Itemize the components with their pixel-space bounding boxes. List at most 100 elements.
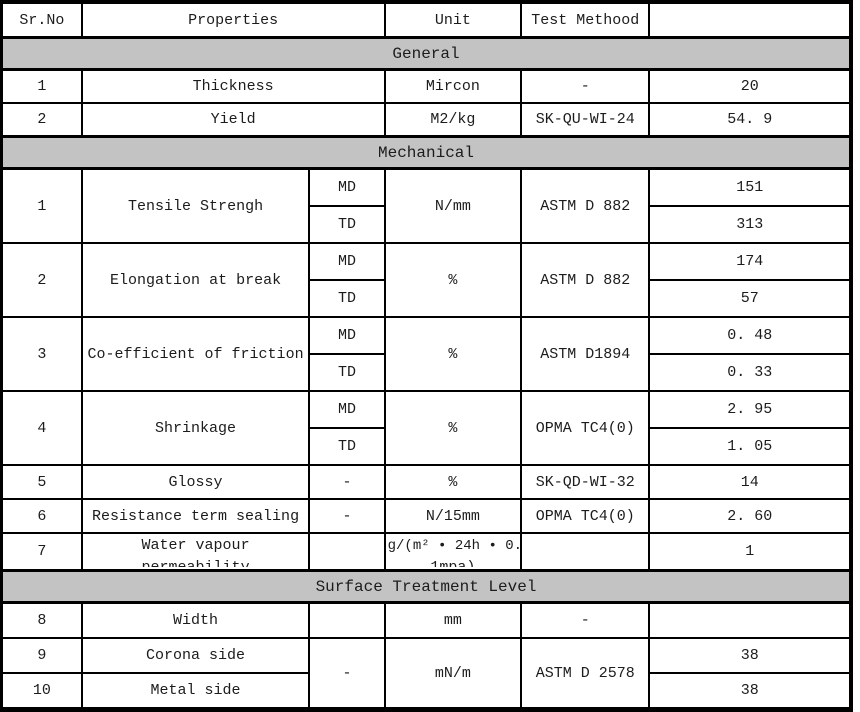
unit-two-lines: g/(m² • 24h • 0. 1mpa) xyxy=(387,535,521,567)
cell-test-method: ASTM D1894 xyxy=(520,316,651,392)
cell-unit: Mircon xyxy=(383,68,523,104)
cell-value: 2. 60 xyxy=(648,498,852,534)
table-row: 7 Water vapour permeability g/(m² • 24h … xyxy=(0,532,852,572)
header-unit: Unit xyxy=(383,1,523,39)
cell-unit: % xyxy=(383,242,523,318)
cell-property: Elongation at break xyxy=(80,242,311,318)
section-row-mechanical: Mechanical xyxy=(0,135,852,170)
table-row: TD 1. 05 xyxy=(2,427,852,466)
cell-unit: % xyxy=(383,316,523,392)
cell-value: 313 xyxy=(648,205,852,244)
cell-value: 57 xyxy=(648,279,852,318)
cell-sub xyxy=(308,601,386,639)
cell-sr-no: 1 xyxy=(0,167,83,244)
cell-sr-no: 9 xyxy=(0,637,83,674)
cell-unit: % xyxy=(383,390,523,466)
table-row: 3 Co-efficient of friction MD % ASTM D18… xyxy=(0,316,852,392)
table-row: 8 Width mm - xyxy=(0,601,852,639)
cell-sr-no: 10 xyxy=(0,672,83,711)
header-value xyxy=(648,1,852,39)
cell-value: 20 xyxy=(648,68,852,104)
table-header-row: Sr.No Properties Unit Test Methood xyxy=(0,1,852,39)
cell-sr-no: 2 xyxy=(0,102,83,138)
cell-sr-no: 2 xyxy=(0,242,83,318)
header-sr-no: Sr.No xyxy=(0,1,83,39)
table-row: 2 Yield M2/kg SK-QU-WI-24 54. 9 xyxy=(0,102,852,138)
cell-property: Tensile Strengh xyxy=(80,167,311,244)
unit-line1: g/(m² • 24h • 0. xyxy=(387,538,521,554)
cell-unit: mm xyxy=(383,601,523,639)
cell-value: 14 xyxy=(648,464,852,500)
cell-value: 38 xyxy=(648,672,852,711)
cell-property: Thickness xyxy=(80,68,386,104)
cell-value: 2. 95 xyxy=(648,390,852,429)
cell-value: 174 xyxy=(648,242,852,281)
cell-unit: % xyxy=(383,464,523,500)
cell-sr-no: 8 xyxy=(0,601,83,639)
property-line1: Water vapour xyxy=(141,537,250,554)
cell-test-method: SK-QD-WI-32 xyxy=(520,464,651,500)
cell-sub-md: MD xyxy=(308,390,386,429)
cell-property: Water vapour permeability xyxy=(80,532,311,572)
cell-sub-td: TD xyxy=(308,427,386,466)
cell-value: 151 xyxy=(648,167,852,207)
cell-sub-td: TD xyxy=(308,205,386,244)
cell-property: Resistance term sealing xyxy=(80,498,311,534)
table-row: TD 0. 33 xyxy=(2,353,852,392)
table-row: TD 57 xyxy=(2,279,852,318)
section-header-general: General xyxy=(0,36,852,71)
cell-test-method xyxy=(520,532,651,572)
cell-value: 1. 05 xyxy=(648,427,852,466)
cell-unit: g/(m² • 24h • 0. 1mpa) xyxy=(383,532,523,572)
table-row: 1 Tensile Strengh MD N/mm ASTM D 882 151 xyxy=(0,167,852,244)
cell-sub: - xyxy=(308,464,386,500)
cell-sub-td: TD xyxy=(308,353,386,392)
cell-sub-td: TD xyxy=(308,279,386,318)
cell-sr-no: 7 xyxy=(0,532,83,572)
header-properties: Properties xyxy=(80,1,386,39)
table-row: 5 Glossy - % SK-QD-WI-32 14 xyxy=(0,464,852,500)
cell-value: 0. 48 xyxy=(648,316,852,355)
table-row: 6 Resistance term sealing - N/15mm OPMA … xyxy=(0,498,852,534)
cell-test-method: OPMA TC4(0) xyxy=(520,390,651,466)
cell-unit: N/mm xyxy=(383,167,523,244)
property-line2: permeability xyxy=(84,557,308,567)
section-header-mechanical: Mechanical xyxy=(0,135,852,170)
cell-test-method: SK-QU-WI-24 xyxy=(520,102,651,138)
table-row: 1 Thickness Mircon - 20 xyxy=(0,68,852,104)
cell-property: Shrinkage xyxy=(80,390,311,466)
section-row-surface: Surface Treatment Level xyxy=(0,569,852,604)
header-test-method: Test Methood xyxy=(520,1,651,39)
cell-property: Co-efficient of friction xyxy=(80,316,311,392)
cell-test-method: ASTM D 882 xyxy=(520,167,651,244)
cell-test-method: OPMA TC4(0) xyxy=(520,498,651,534)
cell-test-method: - xyxy=(520,68,651,104)
cell-sub-md: MD xyxy=(308,167,386,207)
table-row: TD 313 xyxy=(2,205,852,244)
cell-value xyxy=(648,601,852,639)
table-row: 4 Shrinkage MD % OPMA TC4(0) 2. 95 xyxy=(0,390,852,466)
cell-property: Width xyxy=(80,601,311,639)
unit-line2: 1mpa) xyxy=(387,557,519,567)
cell-test-method: ASTM D 882 xyxy=(520,242,651,318)
table-row: 2 Elongation at break MD % ASTM D 882 17… xyxy=(0,242,852,318)
cell-sr-no: 1 xyxy=(0,68,83,104)
cell-sub xyxy=(308,532,386,572)
section-row-general: General xyxy=(0,36,852,71)
cell-sr-no: 6 xyxy=(0,498,83,534)
cell-value: 0. 33 xyxy=(648,353,852,392)
cell-property: Yield xyxy=(80,102,386,138)
cell-sub-md: MD xyxy=(308,242,386,281)
cell-value: 1 xyxy=(648,532,852,572)
cell-property: Metal side xyxy=(80,672,311,711)
cell-value: 54. 9 xyxy=(648,102,852,138)
cell-sr-no: 4 xyxy=(0,390,83,466)
cell-sr-no: 3 xyxy=(0,316,83,392)
table-row: 9 Corona side - mN/m ASTM D 2578 38 xyxy=(0,637,852,711)
cell-sub-md: MD xyxy=(308,316,386,355)
cell-unit: M2/kg xyxy=(383,102,523,138)
cell-value: 38 xyxy=(648,637,852,674)
cell-property: Glossy xyxy=(80,464,311,500)
cell-property: Corona side xyxy=(80,637,311,674)
